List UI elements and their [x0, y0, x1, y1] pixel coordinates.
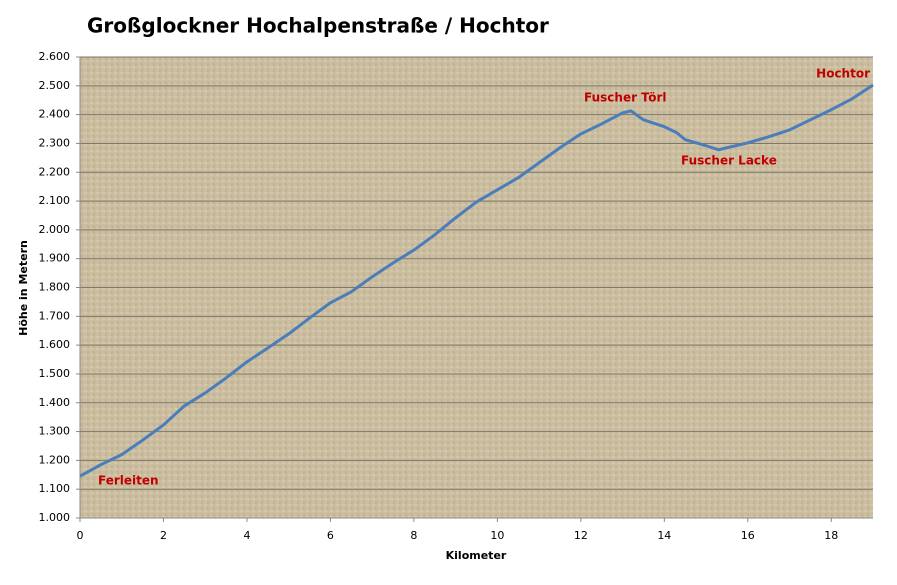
y-tick-label: 1.600	[39, 338, 71, 351]
x-tick-label: 4	[243, 529, 250, 542]
y-tick-label: 1.200	[39, 453, 71, 466]
annotation: Ferleiten	[98, 474, 159, 488]
y-tick-label: 1.000	[39, 511, 71, 524]
y-tick-label: 2.600	[39, 50, 71, 63]
annotation: Fuscher Lacke	[681, 154, 777, 168]
y-tick-label: 1.500	[39, 367, 71, 380]
x-tick-label: 0	[77, 529, 84, 542]
x-tick-label: 16	[741, 529, 755, 542]
line-series	[79, 83, 874, 478]
x-tick-label: 10	[490, 529, 504, 542]
x-tick-label: 2	[160, 529, 167, 542]
y-tick-label: 2.400	[39, 108, 71, 121]
y-tick-label: 1.900	[39, 252, 71, 265]
x-tick-label: 6	[327, 529, 334, 542]
y-tick-label: 2.000	[39, 223, 71, 236]
y-tick-label: 1.800	[39, 281, 71, 294]
y-tick-label: 2.100	[39, 194, 71, 207]
chart-title: Großglockner Hochalpenstraße / Hochtor	[87, 14, 549, 38]
y-tick-label: 2.300	[39, 136, 71, 149]
y-tick-label: 1.700	[39, 309, 71, 322]
x-axis-label: Kilometer	[446, 549, 507, 562]
annotation: Fuscher Törl	[584, 91, 667, 105]
x-tick-label: 18	[824, 529, 838, 542]
y-axis-label: Höhe in Metern	[17, 240, 30, 336]
x-tick-label: 14	[657, 529, 671, 542]
x-tick-label: 8	[410, 529, 417, 542]
x-tick-label: 12	[574, 529, 588, 542]
y-tick-label: 1.100	[39, 482, 71, 495]
y-tick-label: 2.500	[39, 79, 71, 92]
y-tick-label: 1.400	[39, 396, 71, 409]
annotation: Hochtor	[816, 67, 870, 81]
y-tick-label: 2.200	[39, 165, 71, 178]
y-tick-label: 1.300	[39, 425, 71, 438]
